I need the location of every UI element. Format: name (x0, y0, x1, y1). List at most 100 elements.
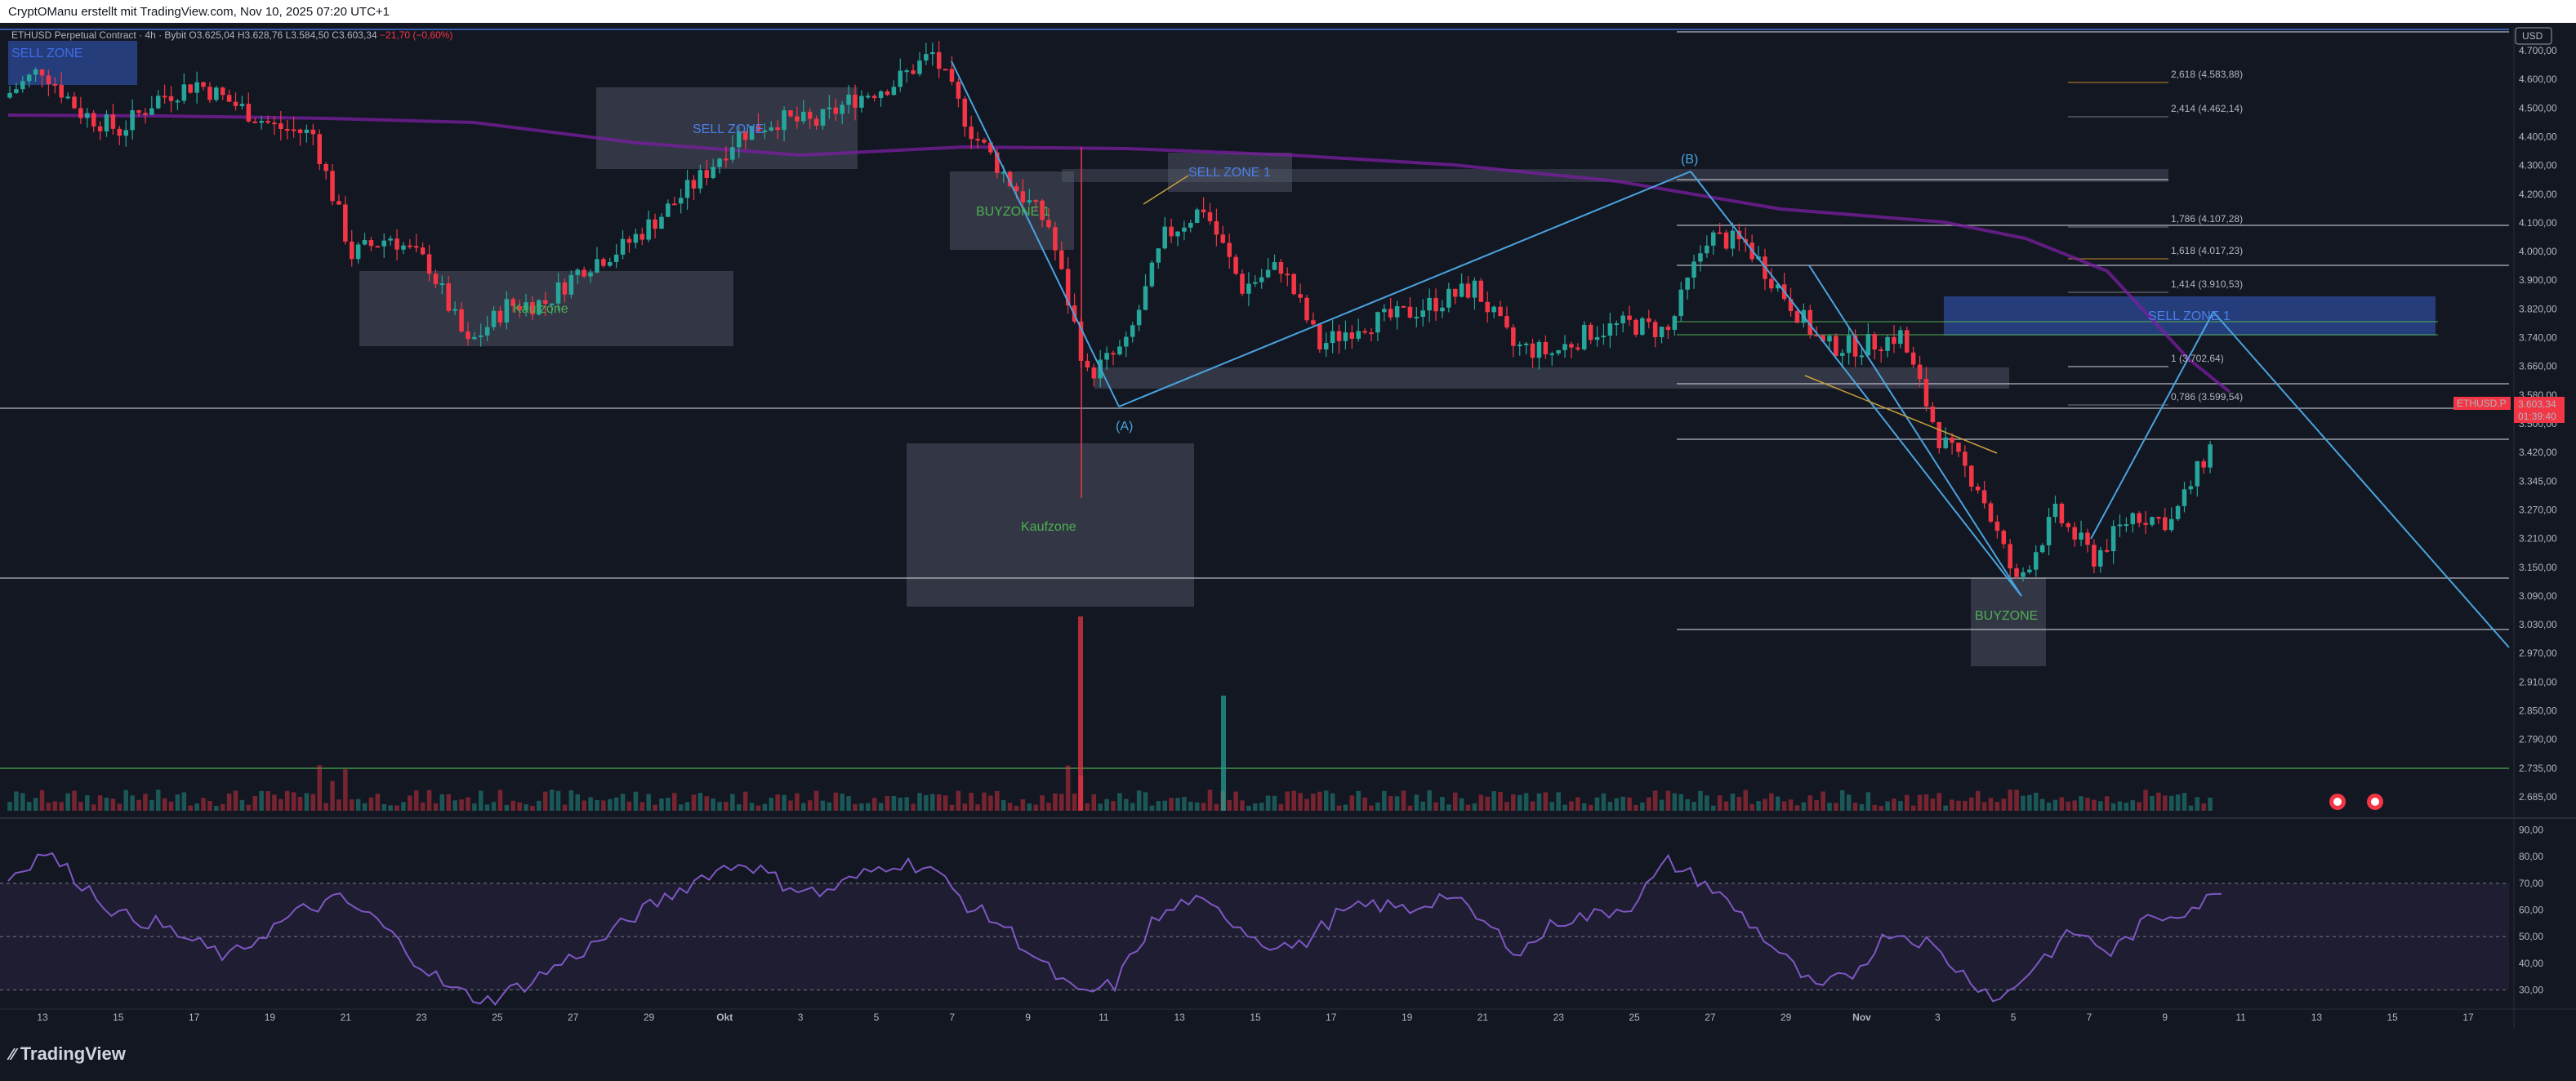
candle (1227, 234, 1232, 269)
candle (330, 164, 335, 206)
time-tick: 17 (2462, 1012, 2474, 1023)
candle (1807, 305, 1813, 339)
sell-zone-sept-label: SELL ZONE (693, 122, 764, 136)
candle (1620, 311, 1625, 333)
price-tick: 3.820,00 (2519, 303, 2557, 314)
volume-bar (1905, 794, 1910, 811)
candle (1149, 260, 1155, 288)
candle (297, 128, 303, 146)
symbol-name[interactable]: ETHUSD Perpetual Contract · 4h · Bybit (11, 29, 187, 41)
candle (2156, 516, 2161, 524)
candle-body (866, 96, 871, 98)
candle (336, 194, 341, 206)
candle-body (246, 104, 252, 122)
volume-bar (2001, 799, 2007, 811)
price-tag-countdown: 01:39:40 (2518, 411, 2556, 422)
time-tick: 25 (1629, 1012, 1640, 1023)
candle-body (1111, 353, 1116, 355)
time-tick: 11 (2235, 1012, 2246, 1023)
volume-bar (684, 802, 690, 811)
candle-body (1272, 262, 1277, 270)
candle-body (1814, 334, 1819, 336)
volume-bar (1601, 793, 1607, 811)
volume-bar (575, 794, 581, 811)
candle (724, 146, 729, 168)
candle-body (1956, 443, 1961, 452)
candle (279, 110, 283, 140)
volume-bar (1562, 804, 1567, 811)
candle-body (1227, 242, 1232, 257)
candle-body (1020, 191, 1026, 202)
candle (1375, 311, 1380, 341)
volume-bar (582, 800, 586, 811)
candle (562, 278, 568, 303)
candle-body (214, 87, 219, 100)
candle-body (549, 303, 555, 305)
volume-bar (2156, 792, 2161, 811)
volume-bar (85, 794, 90, 811)
candle (2110, 520, 2116, 564)
candle-body (252, 121, 257, 123)
candle (207, 82, 212, 103)
candle-body (697, 170, 703, 189)
volume-bar (949, 804, 955, 811)
candle (104, 110, 109, 137)
candle (510, 296, 516, 313)
volume-bar (1743, 790, 1749, 811)
candle-body (381, 240, 386, 247)
candle-body (65, 96, 70, 99)
volume-bar (1923, 794, 1929, 811)
candle-body (1504, 316, 1509, 328)
candle (904, 68, 909, 82)
candle-body (1065, 269, 1071, 306)
candle-body (691, 180, 697, 189)
volume-bar (1201, 803, 1206, 811)
candle (1162, 216, 1167, 250)
candle (2104, 539, 2110, 553)
candle (555, 273, 561, 311)
candle-body (226, 95, 232, 102)
candle (472, 331, 477, 340)
candle-body (813, 118, 819, 126)
candle (1678, 282, 1684, 323)
volume-bar (749, 803, 755, 811)
pattern-line-0 (951, 60, 1120, 407)
volume-bar (1401, 790, 1406, 811)
volume-bar (885, 796, 890, 811)
candle (362, 233, 368, 246)
volume-bar (2072, 800, 2077, 811)
candle-body (1950, 437, 1954, 443)
candle (795, 106, 800, 129)
candle-body (1794, 311, 1800, 323)
volume-bar (1188, 801, 1193, 811)
candle (1504, 306, 1509, 330)
volume-bar (1710, 805, 1716, 811)
candle-body (1362, 331, 1367, 333)
candle-body (117, 128, 123, 136)
time-tick: 27 (568, 1012, 579, 1023)
candle (2208, 440, 2213, 474)
event-flag-inner-1 (2371, 798, 2379, 806)
volume-bar (1943, 805, 1948, 811)
candle-body (1865, 334, 1871, 356)
candle (1705, 235, 1709, 258)
candle (769, 121, 774, 132)
volume-bar (633, 791, 639, 811)
candle (866, 92, 871, 100)
volume-bar (704, 796, 710, 811)
candle-body (14, 89, 19, 93)
volume-bar (510, 800, 516, 811)
volume-spike-crash (1078, 616, 1083, 811)
rsi-line (7, 852, 2222, 1006)
candle (1665, 324, 1671, 340)
support-band-oct (1094, 367, 2009, 389)
candle (2079, 520, 2084, 546)
candle (1033, 198, 1038, 211)
volume-bar (1459, 798, 1464, 811)
volume-bar (1975, 790, 1981, 811)
volume-bar (1588, 804, 1593, 811)
volume-bar (2201, 803, 2206, 811)
volume-bar (891, 795, 897, 811)
candle-body (1130, 325, 1135, 337)
